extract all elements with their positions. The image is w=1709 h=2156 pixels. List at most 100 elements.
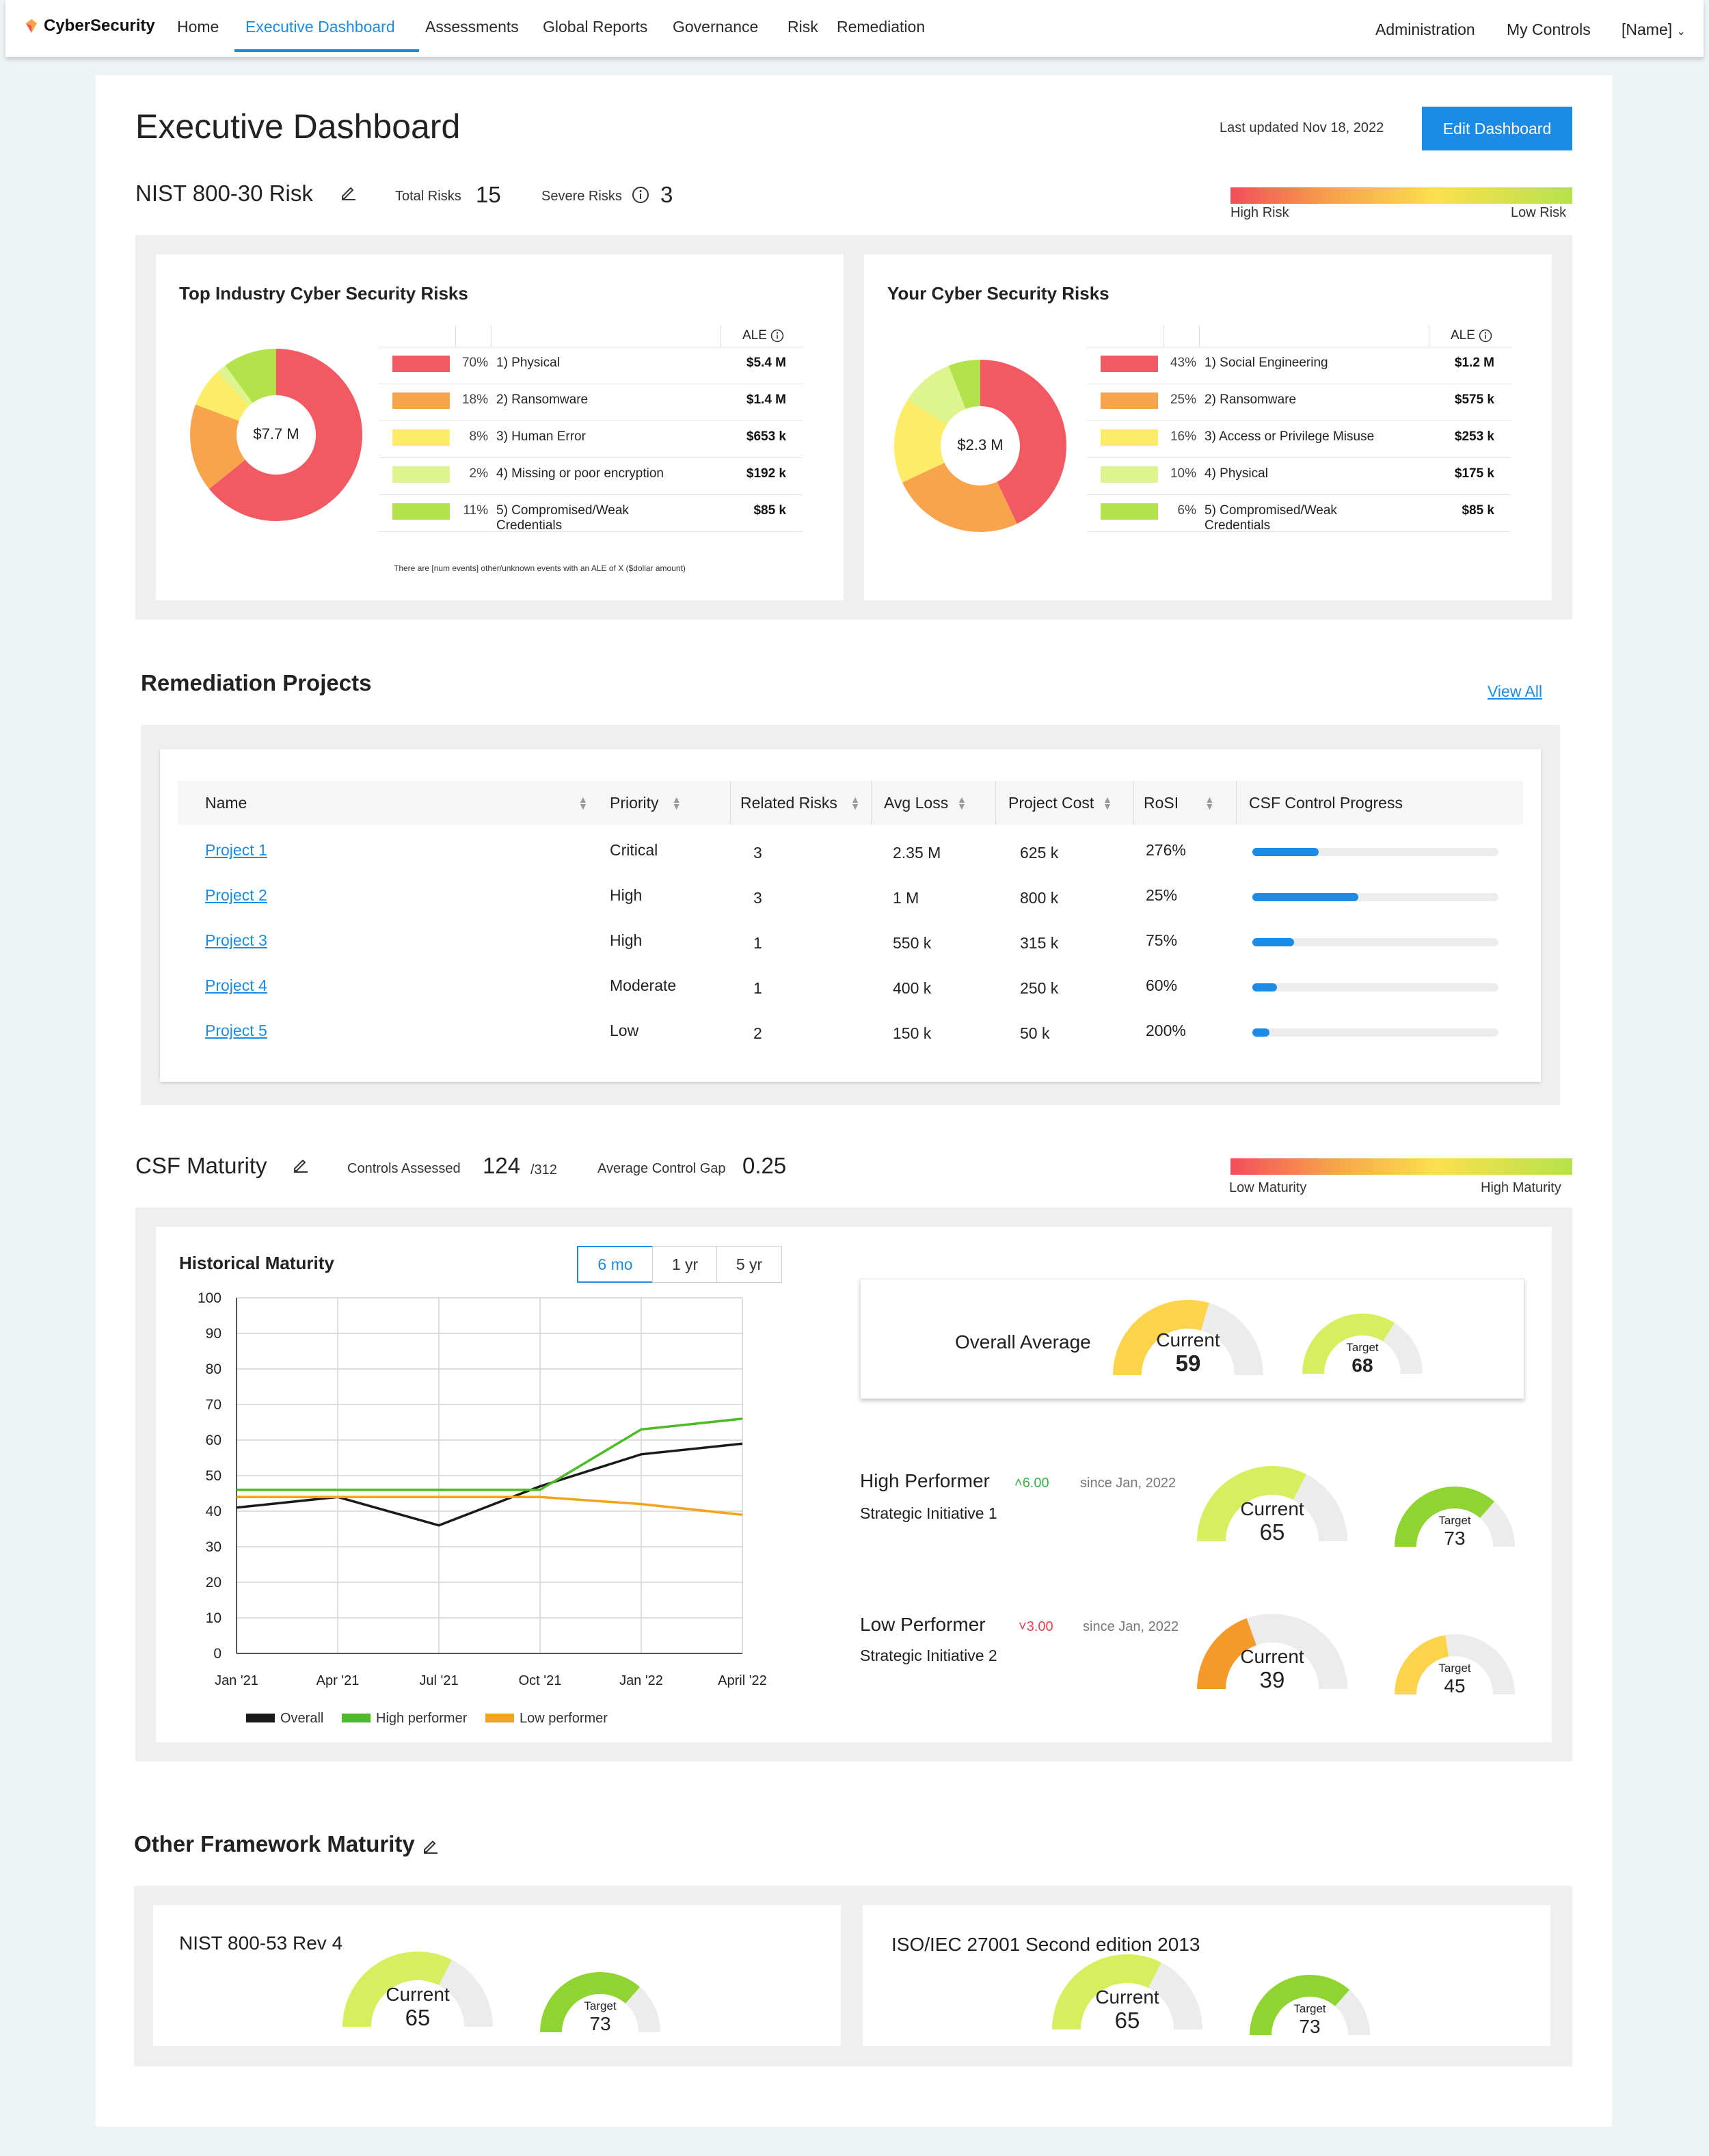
nav-administration[interactable]: Administration <box>1375 21 1475 38</box>
target-label: Target <box>1438 1514 1471 1527</box>
remediation-table: Name ▲ ▼ Priority ▲ ▼ Related Risks ▲ ▼ Avg… <box>160 749 1541 1082</box>
project-name-link[interactable]: Project 2 <box>205 886 267 904</box>
nav-my-controls[interactable]: My Controls <box>1507 21 1591 38</box>
current-value: 65 <box>1114 2008 1140 2033</box>
col-related-risks[interactable]: Related Risks ▲ ▼ <box>730 781 860 825</box>
table-row: Project 2 High 3 1 M 800 k 25% <box>160 886 1541 920</box>
donut-slice[interactable] <box>894 399 947 483</box>
total-risks-value: 15 <box>476 182 501 207</box>
range-1yr[interactable]: 1 yr <box>652 1246 718 1283</box>
range-5yr[interactable]: 5 yr <box>716 1246 782 1283</box>
col-avg-loss[interactable]: Avg Loss ▲ ▼ <box>871 781 967 825</box>
project-rosi: 276% <box>1146 841 1186 859</box>
y-tick-label: 0 <box>213 1646 221 1662</box>
nav-remediation[interactable]: Remediation <box>837 18 926 36</box>
donut-slice[interactable] <box>907 365 966 425</box>
high-current-gauge <box>1197 1466 1347 1541</box>
edit-dashboard-button[interactable]: Edit Dashboard <box>1422 107 1572 150</box>
series-line[interactable] <box>237 1418 743 1491</box>
csf-progress-bar <box>1252 983 1498 992</box>
col-cost-label: Project Cost <box>1008 793 1094 812</box>
series-line[interactable] <box>236 1442 743 1527</box>
industry-donut-center: $7.7 M <box>253 425 299 442</box>
col-project-cost[interactable]: Project Cost ▲ ▼ <box>995 781 1112 825</box>
series-line[interactable] <box>237 1495 743 1516</box>
risk-name: 5) Compromised/Weak Credentials <box>496 503 629 533</box>
col-name[interactable]: Name <box>205 781 247 825</box>
y-tick-label: 70 <box>206 1397 221 1413</box>
sort-icon[interactable]: ▲ ▼ <box>578 794 588 812</box>
nav-global-reports[interactable]: Global Reports <box>543 18 648 36</box>
legend-swatch <box>246 1714 275 1722</box>
csf-progress-fill <box>1252 893 1358 901</box>
nav-user-menu[interactable]: [Name] ⌄ <box>1621 21 1686 39</box>
nav-risk[interactable]: Risk <box>788 18 818 36</box>
x-tick-label: Jan '21 <box>215 1673 258 1688</box>
nav-assessments[interactable]: Assessments <box>425 18 519 36</box>
risk-ale: $5.4 M <box>746 356 786 370</box>
x-tick-label: Apr '21 <box>317 1673 360 1688</box>
project-name-link[interactable]: Project 5 <box>205 1022 267 1039</box>
target-label: Target <box>1346 1341 1379 1354</box>
risk-ale: $1.4 M <box>746 392 786 407</box>
low-current-readout: Current 39 <box>1224 1647 1321 1693</box>
csf-panel: Historical Maturity 6 mo 1 yr 5 yr 0 10 20… <box>135 1208 1572 1761</box>
low-initiative: Strategic Initiative 2 <box>860 1647 997 1664</box>
chevron-down-icon: ⌄ <box>1676 26 1686 38</box>
project-name-link[interactable]: Project 4 <box>205 976 267 994</box>
risk-name: 4) Missing or poor encryption <box>496 466 664 481</box>
controls-assessed-value: 124 <box>483 1153 521 1178</box>
risk-row: 6% 5) Compromised/Weak Credentials $85 k <box>1087 495 1511 533</box>
risk-legend-high: High Risk <box>1230 205 1289 220</box>
col-priority[interactable]: Priority ▲ ▼ <box>610 781 682 825</box>
risk-color-swatch <box>1101 392 1158 409</box>
top-nav: CyberSecurity Home Executive Dashboard A… <box>5 0 1704 57</box>
gauge-track-arc <box>1200 1303 1263 1375</box>
nav-home[interactable]: Home <box>177 18 219 36</box>
project-name-link[interactable]: Project 3 <box>205 931 267 949</box>
donut-slice[interactable] <box>208 349 362 521</box>
info-icon[interactable] <box>770 329 784 343</box>
maturity-legend-low: Low Maturity <box>1229 1180 1307 1195</box>
edit-pencil-icon[interactable] <box>421 1837 439 1854</box>
donut-slice[interactable] <box>217 365 253 406</box>
nav-governance[interactable]: Governance <box>673 18 759 36</box>
framework-2-target-gauge <box>1250 1975 1370 2035</box>
edit-pencil-icon[interactable] <box>291 1156 309 1177</box>
donut-slice[interactable] <box>948 360 980 410</box>
project-avg-loss: 2.35 M <box>893 844 941 862</box>
edit-pencil-icon[interactable] <box>339 183 357 204</box>
table-header: ALE <box>379 325 803 347</box>
risk-row: 10% 4) Physical $175 k <box>1087 458 1511 495</box>
framework-1-current-gauge <box>342 1952 493 2027</box>
col-rosi[interactable]: RoSI ▲ ▼ <box>1133 781 1214 825</box>
project-related-risks: 3 <box>753 889 762 907</box>
project-name-link[interactable]: Project 1 <box>205 841 267 859</box>
range-6mo[interactable]: 6 mo <box>577 1246 654 1283</box>
your-risks-title: Your Cyber Security Risks <box>887 283 1109 304</box>
risk-color-swatch <box>392 466 450 483</box>
maturity-legend-bar <box>1230 1158 1572 1175</box>
risk-ale: $175 k <box>1454 466 1494 481</box>
info-icon[interactable] <box>632 186 649 207</box>
your-donut-center: $2.3 M <box>957 436 1004 453</box>
donut-slice[interactable] <box>902 462 1017 532</box>
target-label: Target <box>1438 1662 1471 1675</box>
brand-logo[interactable]: CyberSecurity <box>25 16 155 36</box>
industry-risks-table: ALE 70% 1) Physical $5.4 M 18% 2) Ransomware… <box>379 325 803 585</box>
donut-slice[interactable] <box>980 360 1066 524</box>
risk-ale: $253 k <box>1454 429 1494 444</box>
gauge-track-arc <box>1480 1501 1515 1547</box>
nav-executive-dashboard[interactable]: Executive Dashboard <box>245 18 395 36</box>
target-value: 45 <box>1444 1675 1466 1696</box>
col-csf-progress[interactable]: CSF Control Progress <box>1236 781 1403 825</box>
risk-percent: 16% <box>1170 429 1196 444</box>
view-all-link[interactable]: View All <box>1488 682 1543 700</box>
donut-slice[interactable] <box>196 371 250 421</box>
risk-name: 4) Physical <box>1205 466 1268 481</box>
info-icon[interactable] <box>1479 329 1492 343</box>
historical-maturity-chart: 0 10 20 30 40 50 60 70 80 90 100 Jan '21 Apr '21 Jul … <box>198 1292 767 1726</box>
your-risks-donut <box>894 360 1066 532</box>
donut-slice[interactable] <box>190 404 245 489</box>
donut-slice[interactable] <box>225 349 276 403</box>
